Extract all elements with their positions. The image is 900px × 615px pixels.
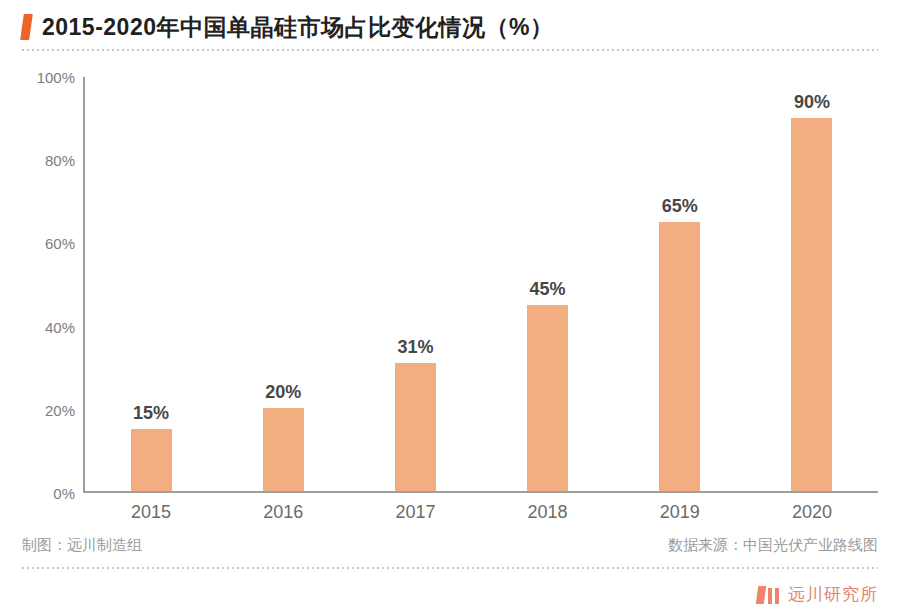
chart-header: 2015-2020年中国单晶硅市场占比变化情况（%） xyxy=(22,10,878,44)
y-tick-label: 0% xyxy=(53,485,75,502)
y-tick-label: 20% xyxy=(45,401,75,418)
bar-group: 65% xyxy=(614,77,746,491)
title-accent-bar-icon xyxy=(20,14,33,40)
bar-group: 45% xyxy=(482,77,614,491)
x-axis-label: 2019 xyxy=(614,502,746,523)
y-axis: 0%20%40%60%80%100% xyxy=(22,77,75,493)
logo-bar-icon xyxy=(768,588,772,604)
y-tick-label: 60% xyxy=(45,235,75,252)
x-axis-label: 2015 xyxy=(85,502,217,523)
bar-value-label: 31% xyxy=(397,338,433,356)
infographic-page: 2015-2020年中国单晶硅市场占比变化情况（%） 0% 20% 40% 60% 80… xyxy=(0,0,900,615)
x-axis-label: 2016 xyxy=(217,502,349,523)
bar xyxy=(131,429,172,491)
top-dotted-divider xyxy=(22,49,878,51)
x-axis-label: 2017 xyxy=(349,502,481,523)
source-text: 数据来源：中国光伏产业路线图 xyxy=(668,536,878,555)
bar-group: 20% xyxy=(217,77,349,491)
bar-value-label: 20% xyxy=(265,383,301,401)
bar-value-label: 15% xyxy=(133,404,169,422)
bar xyxy=(263,408,304,491)
brand-row: 远川研究所 xyxy=(22,583,878,606)
yuanchuan-logo-icon xyxy=(757,586,779,604)
chart-footer: 制图：远川制造组 数据来源：中国光伏产业路线图 xyxy=(22,536,878,555)
logo-bar-icon xyxy=(775,588,779,604)
x-axis-label: 2020 xyxy=(746,502,878,523)
bar-value-label: 90% xyxy=(794,93,830,111)
brand-name: 远川研究所 xyxy=(788,583,878,606)
bar xyxy=(791,118,832,491)
plot-area: 15% 20% 31% 45% 65% 90% xyxy=(83,77,878,493)
y-tick-label: 80% xyxy=(45,152,75,169)
bar xyxy=(659,222,700,491)
chart-body: 0%20%40%60%80%100% 15%20%31%45%65%90% xyxy=(22,77,878,493)
y-tick-label: 100% xyxy=(37,69,75,86)
bar-group: 90% xyxy=(746,77,878,491)
bar xyxy=(527,305,568,491)
x-axis-labels: 201520162017201820192020 xyxy=(85,493,878,523)
x-axis-label: 2018 xyxy=(482,502,614,523)
logo-bar-icon xyxy=(756,586,767,604)
bar-group: 15% xyxy=(85,77,217,491)
bar-value-label: 45% xyxy=(530,280,566,298)
bar-group: 31% xyxy=(349,77,481,491)
bar xyxy=(395,363,436,491)
bottom-dotted-divider xyxy=(22,567,878,569)
page-title: 2015-2020年中国单晶硅市场占比变化情况（%） xyxy=(42,12,553,43)
bar-value-label: 65% xyxy=(662,197,698,215)
credit-text: 制图：远川制造组 xyxy=(22,536,142,555)
y-tick-label: 40% xyxy=(45,318,75,335)
bar-chart: 0%20%40%60%80%100% 15%20%31%45%65%90% 20… xyxy=(22,77,878,523)
